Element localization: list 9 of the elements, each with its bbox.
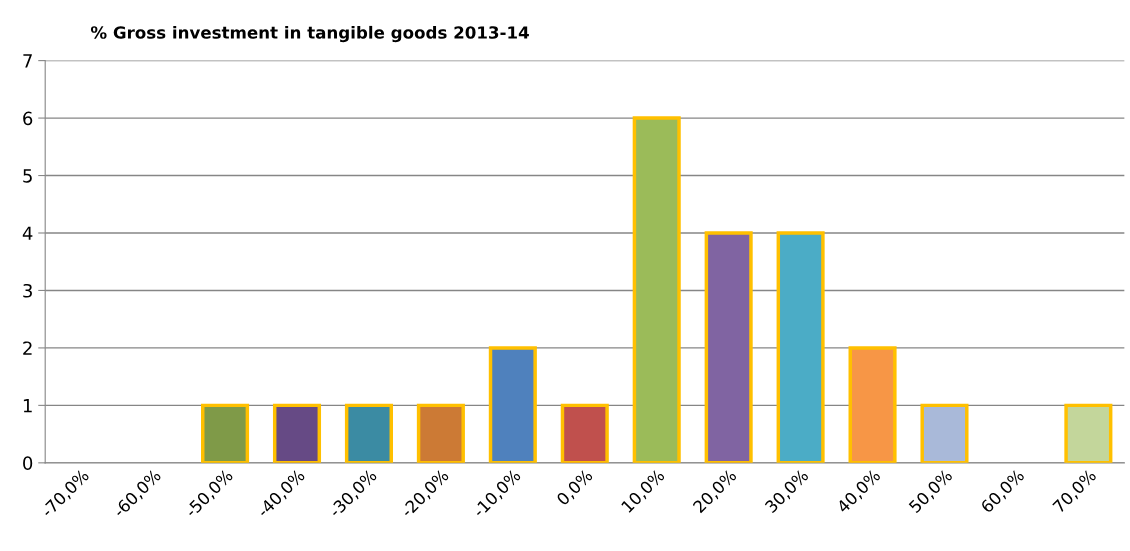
y-tick-label: 7 [23, 54, 32, 68]
y-tick-label: 1 [23, 399, 32, 413]
y-tick-label: 6 [23, 111, 33, 126]
y-tick-label: 3 [23, 283, 32, 298]
y-tick-label: 5 [23, 169, 32, 183]
y-tick-label: 4 [22, 226, 33, 240]
chart-title: % Gross investment in tangible goods 2013-14 [90, 25, 529, 43]
y-tick-label: 0 [23, 456, 33, 470]
y-tick-label: 2 [23, 341, 32, 355]
